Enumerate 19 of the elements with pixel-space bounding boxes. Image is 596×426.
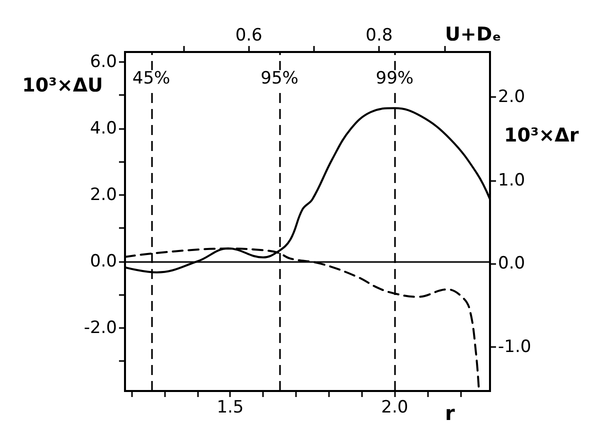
y-tick-label: 2.0 — [90, 184, 117, 205]
y-tick-label: 0.0 — [90, 251, 117, 272]
x2-tick-label: 0.6 — [235, 26, 262, 46]
y-axis-title: 10³×ΔU — [22, 74, 103, 96]
y-tick-label: -2.0 — [84, 318, 117, 338]
y2-tick-label: 0.0 — [498, 254, 526, 274]
y2-tick-label: 1.0 — [498, 170, 526, 190]
y2-tick-label: -1.0 — [498, 336, 532, 357]
x-tick-label: 1.5 — [216, 398, 244, 418]
y-tick-label: 6.0 — [90, 52, 117, 72]
y2-axis-title: 10³×Δr — [504, 124, 580, 146]
y-tick-label: 4.0 — [90, 118, 117, 138]
x2-tick-label: 0.8 — [366, 26, 393, 46]
annotation: 99% — [376, 68, 414, 89]
annotation: 45% — [132, 68, 170, 89]
annotation: 95% — [260, 68, 298, 89]
y2-tick-label: 2.0 — [498, 86, 526, 107]
x-axis-title: r — [445, 401, 455, 425]
x2-axis-title: U+Dₑ — [445, 24, 502, 46]
